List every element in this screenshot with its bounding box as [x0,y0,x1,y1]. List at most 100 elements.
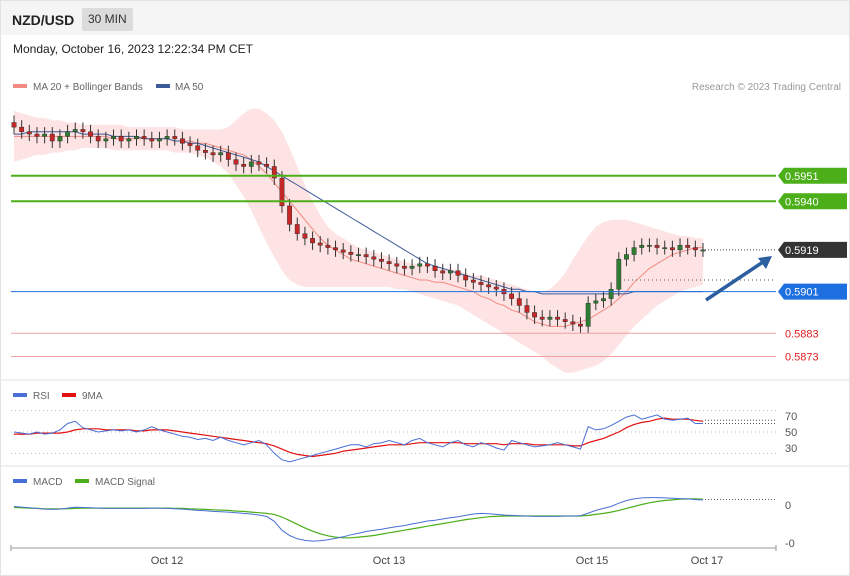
candle-body [325,245,331,248]
price-level: 0.5940 [11,193,847,210]
support-tag [778,283,847,300]
rsi-swatch-icon [13,393,27,397]
candle [333,240,338,257]
candle [631,240,637,262]
price-level: 0.5919 [705,241,847,258]
candle [647,238,652,253]
candle-body [639,245,645,248]
candle [210,145,216,162]
candle-body [570,321,576,325]
candle [524,298,530,320]
candle [677,238,683,257]
candle [386,254,392,271]
legend-ma50: MA 50 [175,82,204,93]
forecast-arrowhead-icon [758,256,772,269]
candle [19,120,25,139]
candle [539,310,545,327]
candle-body [248,161,254,167]
candle [149,131,155,148]
price-level: 0.5873 [11,351,819,363]
candle-body [356,254,361,256]
candle-body [524,305,530,313]
price-level: 0.5951 [11,167,847,184]
legend-ma20: MA 20 + Bollinger Bands [33,82,143,93]
candle [608,282,614,306]
candle [287,198,292,232]
candle [57,129,63,148]
candle-body [134,136,139,139]
candle [118,129,124,148]
candle [616,252,622,297]
macd-panel [13,497,776,542]
candle [241,157,247,174]
candle-body [363,254,369,258]
macd-swatch-icon [13,479,27,483]
timeframe-button[interactable]: 30 MIN [82,8,133,31]
resistance-label: 0.5940 [785,196,819,208]
candle [447,263,453,281]
legend-macd: MACD [33,477,62,488]
candle-body [555,316,560,320]
candle-body [149,138,155,142]
candle [593,293,599,311]
legend-rsi: RSI [33,391,50,402]
candle-body [19,126,25,132]
candle-body [49,133,55,142]
price-level: 0.5883 [11,328,819,340]
candle [95,129,101,148]
candle-body [348,252,354,255]
candle [34,127,40,144]
candle-body [279,177,285,207]
candle [180,131,185,151]
candle [65,124,70,144]
candle [555,310,560,327]
macd-tick-0: 0 [785,500,791,512]
candle [310,231,315,250]
candle [141,129,147,146]
candle-body [34,133,40,137]
candle-body [310,238,315,244]
candle-body [669,247,675,251]
candle-body [532,312,537,318]
candle-body [409,265,415,269]
candle-body [593,300,599,304]
candle-body [95,136,101,142]
candle [624,247,629,267]
candle [493,280,499,297]
resistance-label: 0.5951 [785,171,819,183]
rsi-ma9-swatch-icon [62,393,76,397]
candle-body [195,145,201,151]
candle-body [126,138,132,142]
candle [371,249,377,267]
candle [570,314,576,331]
candle [379,252,384,269]
chart-header: NZD/USD 30 MIN [1,1,849,35]
candle-body [317,242,323,246]
candle [669,240,675,257]
candle-body [88,131,93,137]
candle [317,236,323,253]
candle-body [371,256,377,260]
candle [509,286,515,306]
candle-body [486,284,492,288]
candle-body [210,152,216,156]
candle-body [80,129,86,132]
candle-body [402,265,407,269]
candle [363,247,369,264]
candle [103,131,109,148]
candle [478,275,484,292]
ma20-swatch-icon [13,84,27,88]
candle-body [631,247,637,255]
candle-body [585,302,591,327]
candle-body [57,136,63,142]
candle-body [578,323,583,327]
candle [654,238,660,255]
candle [225,145,231,167]
credit-label: Research © 2023 Trading Central [692,82,841,93]
candle [172,129,178,146]
candle [42,127,48,144]
candle-body [141,136,147,139]
candle [279,171,285,213]
candle-body [562,319,568,322]
